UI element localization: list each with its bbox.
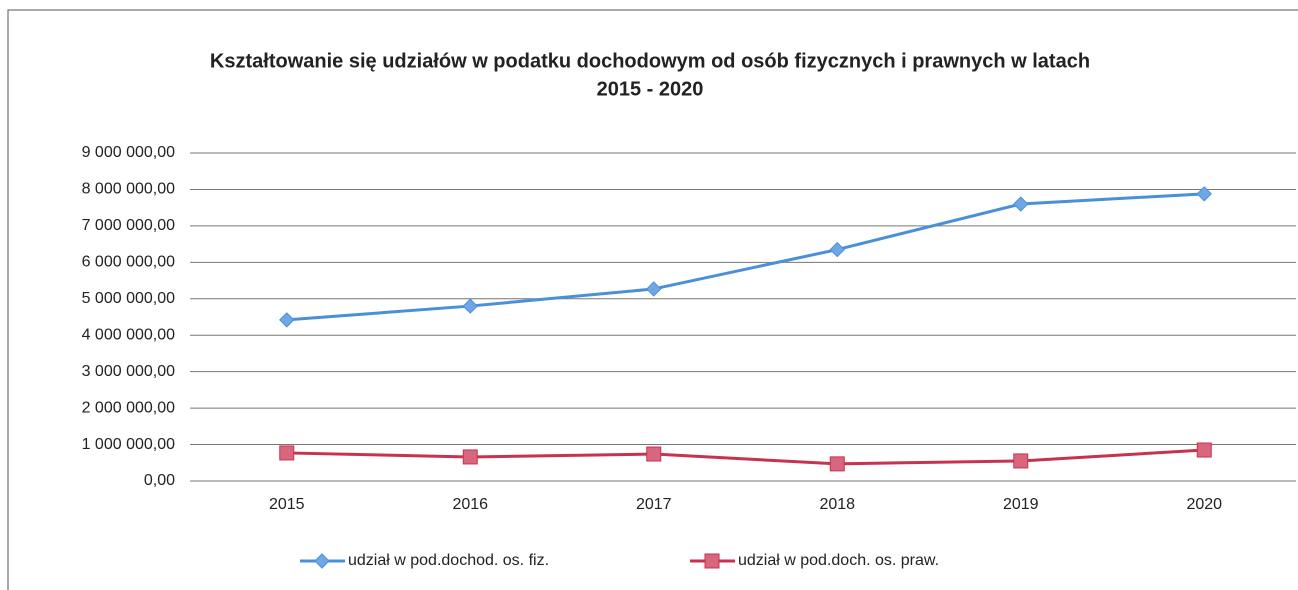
- marker: [646, 281, 662, 297]
- marker: [704, 553, 720, 569]
- y-tick-label: 2 000 000,00: [82, 399, 176, 416]
- marker: [1013, 453, 1029, 469]
- marker: [829, 456, 845, 472]
- marker: [1196, 186, 1212, 202]
- x-tick-label: 2017: [636, 496, 672, 513]
- x-tick-label: 2018: [819, 496, 855, 513]
- y-tick-label: 1 000 000,00: [82, 436, 176, 453]
- marker: [829, 241, 845, 258]
- marker: [279, 445, 295, 461]
- x-tick-label: 2016: [452, 496, 488, 513]
- y-tick-label: 6 000 000,00: [82, 254, 176, 271]
- legend-label: udział w pod.doch. os. praw.: [738, 552, 939, 569]
- legend-label: udział w pod.dochod. os. fiz.: [348, 552, 549, 569]
- x-tick-label: 2019: [1003, 496, 1039, 513]
- marker: [1013, 196, 1029, 212]
- marker: [462, 298, 478, 314]
- series-line: [286, 448, 1205, 466]
- marker: [462, 449, 478, 465]
- y-tick-label: 9 000 000,00: [82, 144, 176, 161]
- y-tick-label: 5 000 000,00: [82, 290, 176, 307]
- x-tick-label: 2015: [269, 496, 305, 513]
- chart-title: 2015 - 2020: [597, 78, 704, 100]
- y-tick-label: 0,00: [144, 472, 175, 489]
- y-tick-label: 4 000 000,00: [82, 326, 176, 343]
- marker: [1196, 442, 1212, 458]
- x-tick-label: 2020: [1186, 496, 1222, 513]
- chart-frame: [7, 9, 1298, 590]
- y-tick-label: 7 000 000,00: [82, 217, 176, 234]
- y-tick-label: 8 000 000,00: [82, 181, 176, 198]
- marker: [279, 312, 295, 328]
- marker: [646, 446, 662, 462]
- chart-title: Kształtowanie się udziałów w podatku doc…: [210, 50, 1090, 72]
- y-tick-label: 3 000 000,00: [82, 363, 176, 380]
- marker: [314, 553, 330, 569]
- series-line: [286, 192, 1205, 322]
